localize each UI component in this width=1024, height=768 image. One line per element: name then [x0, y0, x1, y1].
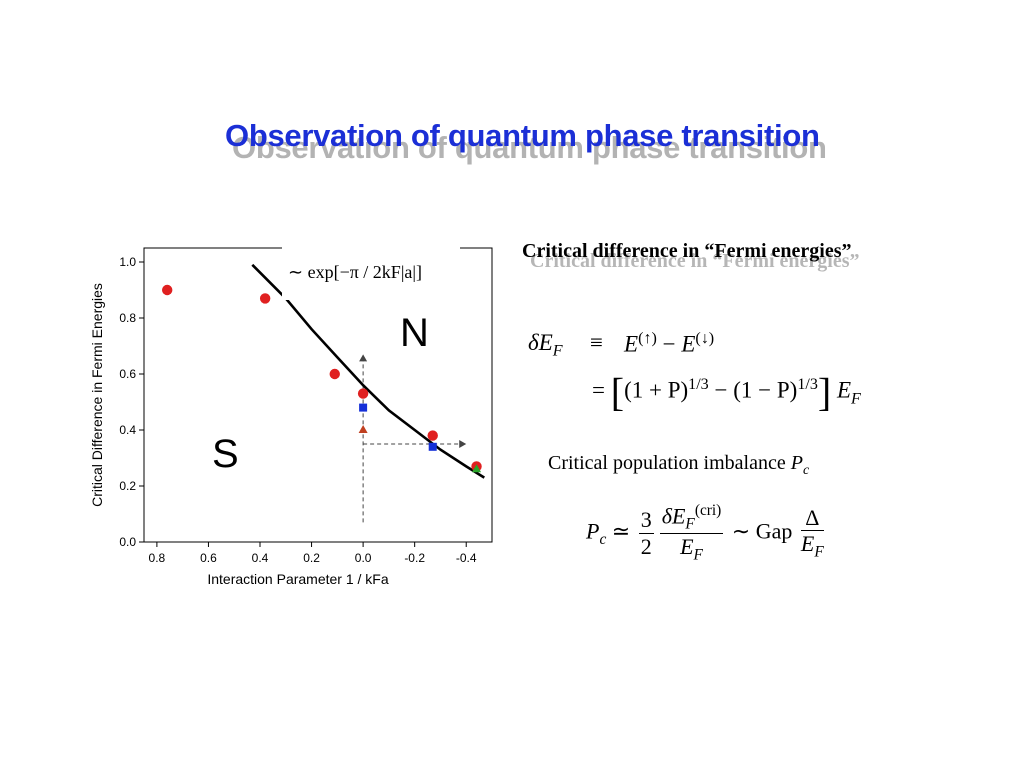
slide-title-block: Observation of quantum phase transition …: [0, 118, 1024, 168]
up-sup: (↑): [638, 330, 657, 347]
y-tick-label: 0.6: [119, 367, 136, 381]
num-delta-e: δE: [661, 503, 686, 529]
x-tick-label: 0.8: [149, 551, 166, 565]
horizontal-arrow-head: [459, 440, 467, 448]
frac-num-three: 3: [638, 507, 654, 534]
x-axis-label: Interaction Parameter 1 / kFa: [207, 571, 389, 587]
e-up: E: [624, 331, 639, 357]
imbalance-equation: = [(1 + P)1/3 − (1 − P)1/3] EF: [592, 372, 861, 412]
pc-lhs: P: [586, 518, 600, 544]
minus-sign: −: [662, 331, 676, 357]
data-point-triangle: [472, 464, 482, 473]
frac-num-delta-ef: δEF(cri): [659, 502, 724, 535]
equals-sign: =: [592, 377, 605, 403]
y-tick-label: 1.0: [119, 255, 136, 269]
subtitle-shadow: Critical difference in “Fermi energies”: [530, 250, 860, 272]
formula-box: [282, 238, 460, 300]
frac-den-ef: EF: [660, 534, 724, 565]
fraction-three-halves: 3 2: [638, 507, 654, 560]
num-cri-sup: (cri): [694, 502, 722, 519]
pc-equation: Pc ≃ 3 2 δEF(cri) EF ∼ Gap Δ EF: [586, 502, 827, 565]
x-tick-label: 0.2: [303, 551, 320, 565]
den-e: E: [680, 534, 694, 560]
delta-ef-sub: F: [552, 342, 563, 360]
y-tick-label: 0.4: [119, 423, 136, 437]
data-point-circle: [357, 388, 369, 399]
data-point-circle: [162, 284, 173, 296]
exp-third-2: 1/3: [797, 376, 818, 393]
x-tick-label: 0.6: [200, 551, 217, 565]
slide-title: Observation of quantum phase transition: [225, 118, 820, 153]
sim-sign: ∼: [731, 518, 751, 544]
term1: (1 + P): [624, 377, 689, 403]
ef-sub: F: [851, 390, 861, 408]
x-tick-label: -0.4: [456, 551, 477, 565]
vertical-arrow-head: [359, 354, 368, 362]
y-axis-label: Critical Difference in Fermi Energies: [89, 283, 105, 507]
data-point-circle: [259, 293, 271, 304]
pc-label-text: Critical population imbalance: [548, 452, 791, 474]
region-label-n: N: [400, 311, 429, 355]
fit-curve: [251, 263, 485, 479]
data-point-circle: [329, 368, 340, 380]
data-point-triangle: [358, 425, 368, 433]
num-f-sub: F: [685, 515, 695, 533]
den-f-sub: F: [693, 546, 703, 564]
data-point-circle: [427, 430, 438, 441]
x-tick-label: 0.4: [252, 551, 269, 565]
pc-label: Critical population imbalance Pc: [548, 452, 809, 479]
data-point-square: [359, 403, 368, 412]
term2: (1 − P): [733, 377, 798, 403]
subtitle-block: Critical difference in “Fermi energies” …: [520, 236, 980, 276]
pc-lhs-sub: c: [599, 531, 607, 549]
pc-label-symbol: P: [790, 452, 803, 474]
simeq-sign: ≃: [611, 518, 631, 544]
delta-ef-lhs: δE: [528, 330, 553, 355]
fraction-delta-over-ef: Δ EF: [800, 505, 824, 562]
frac-den-two: 2: [640, 533, 652, 559]
data-point-square: [428, 442, 437, 451]
equiv-sign: ≡: [590, 330, 603, 355]
e-down: E: [681, 331, 696, 357]
exp-third-1: 1/3: [688, 376, 709, 393]
x-tick-label: -0.2: [404, 551, 425, 565]
y-tick-label: 0.0: [119, 535, 136, 549]
ef-symbol: E: [836, 377, 852, 403]
den2-f-sub: F: [814, 543, 824, 561]
bracket-close: ]: [817, 369, 832, 415]
y-tick-label: 0.8: [119, 311, 136, 325]
phase-diagram-chart: 0.8 0.6 0.4 0.2 0.0 -0.2 -0.4 0.0 0.2 0.4 0.6 0.8 1.…: [89, 238, 493, 587]
frac-den-ef-2: EF: [801, 531, 824, 562]
slide-title-shadow: Observation of quantum phase transition: [232, 130, 827, 165]
fraction-delta-ef-cri: δEF(cri) EF: [659, 502, 724, 565]
minus-sign-2: −: [714, 377, 728, 403]
gap-word: Gap: [755, 518, 793, 544]
curve-formula: ∼ exp[−π / 2kF|a|]: [288, 262, 422, 282]
den2-e: E: [800, 531, 815, 557]
pc-label-sub: c: [802, 463, 810, 478]
x-tick-label: 0.0: [355, 551, 372, 565]
frac-num-delta: Δ: [800, 505, 824, 532]
region-label-s: S: [212, 432, 239, 476]
down-sup: (↓): [695, 330, 715, 347]
y-tick-label: 0.2: [119, 479, 136, 493]
bracket-open: [: [610, 369, 625, 415]
subtitle: Critical difference in “Fermi energies”: [522, 240, 852, 262]
